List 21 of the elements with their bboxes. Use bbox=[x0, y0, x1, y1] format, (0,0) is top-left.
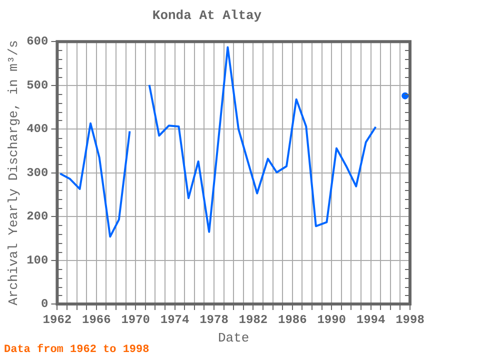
y-tick-label: 0 bbox=[41, 297, 48, 312]
x-tick-label: 1998 bbox=[396, 313, 424, 328]
x-tick-label: 1974 bbox=[160, 313, 190, 328]
x-tick-label: 1970 bbox=[121, 313, 150, 328]
y-tick-label: 200 bbox=[26, 210, 48, 224]
y-tick-label: 600 bbox=[26, 34, 48, 49]
y-tick-label: 100 bbox=[26, 253, 48, 268]
x-tick-label: 1982 bbox=[238, 313, 268, 328]
chart-title: Konda At Altay bbox=[152, 8, 262, 24]
y-tick-label: 400 bbox=[26, 122, 48, 136]
y-axis-title: Archival Yearly Discharge, in m³/s bbox=[6, 40, 22, 306]
text: Data from 1962 to 1998 bbox=[4, 344, 150, 356]
x-tick-label: 1994 bbox=[356, 313, 386, 328]
x-tick-label: 1990 bbox=[317, 313, 346, 328]
x-axis-title: Date bbox=[218, 330, 250, 346]
y-tick-label: 300 bbox=[26, 166, 48, 180]
y-tick-label: 500 bbox=[26, 78, 48, 92]
x-tick-label: 1986 bbox=[278, 313, 307, 328]
x-tick-label: 1978 bbox=[200, 313, 228, 328]
x-tick-label: 1966 bbox=[82, 313, 111, 328]
x-tick-label: 1962 bbox=[42, 313, 72, 328]
